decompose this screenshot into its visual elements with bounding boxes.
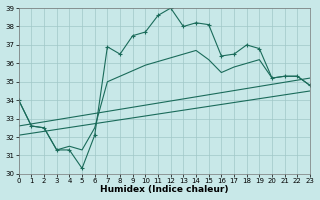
X-axis label: Humidex (Indice chaleur): Humidex (Indice chaleur) xyxy=(100,185,228,194)
